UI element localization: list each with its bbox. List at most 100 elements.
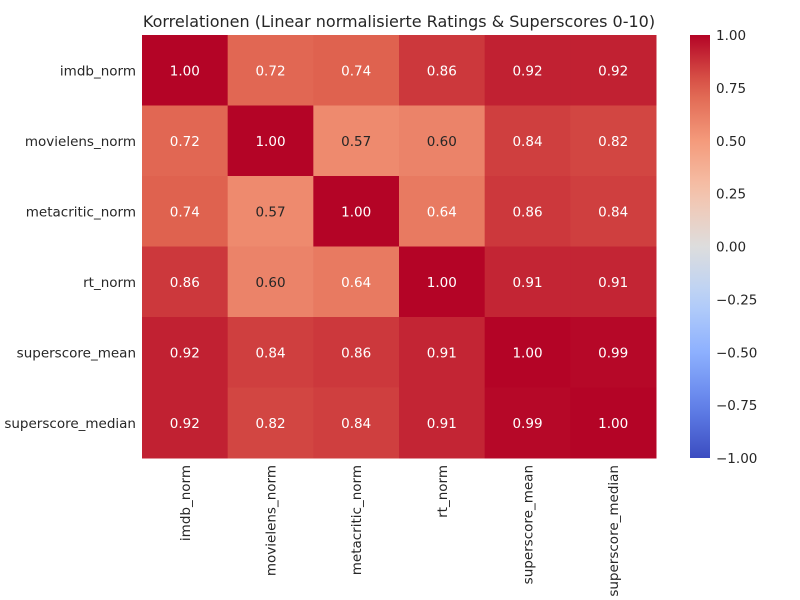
cell-value-label: 0.84 [341,416,371,432]
colorbar-tick-label: 0.50 [716,134,746,150]
chart-title: Korrelationen (Linear normalisierte Rati… [143,12,655,31]
cell-value-label: 0.74 [170,204,200,220]
cell-value-label: 0.91 [598,275,628,291]
heatmap-cell [313,176,400,247]
colorbar-tick-label: 0.00 [716,240,746,256]
cell-value-label: 0.72 [255,63,285,79]
heatmap-cell [399,35,486,106]
column-tick-label: superscore_mean [521,465,537,584]
cell-value-label: 0.92 [170,345,200,361]
heatmap-cell [484,35,571,106]
colorbar-tick-label: 0.75 [716,81,746,97]
heatmap-cell [399,317,486,388]
column-tick-labels: imdb_norm movielens_norm metacritic_norm rt… [178,465,622,597]
heatmap-cell [227,246,314,318]
column-tick-label: imdb_norm [178,465,194,541]
heatmap-cell [142,105,229,177]
cell-value-label: 0.86 [170,275,200,291]
column-tick-label: movielens_norm [264,465,280,576]
heatmap-cell [142,246,229,318]
row-tick-label: superscore_median [4,416,136,432]
heatmap-cell [227,176,314,247]
cell-value-label: 0.92 [512,63,542,79]
heatmap-cell [313,387,400,459]
row-tick-label: metacritic_norm [26,204,136,220]
colorbar-tick-label: 0.25 [716,187,746,203]
cell-value-label: 0.60 [255,275,285,291]
heatmap-cell [142,317,229,388]
cell-value-label: 0.84 [598,204,628,220]
cell-value-label: 1.00 [170,63,200,79]
heatmap-cell [570,176,657,247]
colorbar-tick-label: 1.00 [716,28,746,44]
colorbar-tick-label: −1.00 [716,451,757,467]
heatmap-cell [399,246,486,318]
heatmap-cell [313,317,400,388]
colorbar-tick-label: −0.75 [716,398,757,414]
heatmap-cell [484,317,571,388]
cell-value-label: 0.82 [598,134,628,150]
heatmap-cell [142,387,229,459]
cell-value-label: 0.74 [341,63,371,79]
cell-value-label: 0.84 [255,345,285,361]
heatmap-cell [313,246,400,318]
heatmap-value-labels: 1.00 0.72 0.74 0.86 0.92 0.92 0.72 1.00 0.57 0.60… [170,63,628,432]
cell-value-label: 0.86 [341,345,371,361]
heatmap-cell [399,105,486,177]
heatmap-cell [570,317,657,388]
heatmap-cell [313,35,400,106]
heatmap-cell [313,105,400,177]
colorbar-ticks: 1.00 0.75 0.50 0.25 0.00 −0.25 −0.50 −0.75 −1.00 [716,28,757,467]
column-tick-label: rt_norm [435,465,451,518]
colorbar-tick-label: −0.50 [716,345,757,361]
cell-value-label: 0.91 [427,345,457,361]
cell-value-label: 0.72 [170,134,200,150]
heatmap-cell [227,35,314,106]
cell-value-label: 1.00 [512,345,542,361]
heatmap-cell [142,176,229,247]
heatmap-cell [484,105,571,177]
column-tick-label: metacritic_norm [349,465,365,575]
cell-value-label: 0.92 [170,416,200,432]
heatmap-cell [227,387,314,459]
cell-value-label: 0.60 [427,134,457,150]
heatmap-cell [399,387,486,459]
heatmap-cell [227,105,314,177]
cell-value-label: 0.99 [598,345,628,361]
cell-value-label: 0.64 [341,275,371,291]
cell-value-label: 0.84 [512,134,542,150]
row-tick-label: rt_norm [83,275,136,291]
cell-value-label: 1.00 [341,204,371,220]
heatmap-cell [484,176,571,247]
colorbar-tick-label: −0.25 [716,292,757,308]
row-tick-label: superscore_mean [17,345,136,361]
row-tick-labels: imdb_norm movielens_norm metacritic_normrt… [4,63,136,432]
cell-value-label: 0.91 [512,275,542,291]
cell-value-label: 0.92 [598,63,628,79]
heatmap-cells [142,35,657,459]
cell-value-label: 0.57 [341,134,371,150]
heatmap-cell [570,35,657,106]
heatmap-cell [399,176,486,247]
colorbar [690,35,710,458]
row-tick-label: imdb_norm [60,63,136,79]
heatmap-cell [570,105,657,177]
cell-value-label: 0.57 [255,204,285,220]
heatmap-cell [484,387,571,459]
heatmap-cell [484,246,571,318]
cell-value-label: 0.86 [512,204,542,220]
cell-value-label: 1.00 [427,275,457,291]
row-tick-label: movielens_norm [25,134,136,150]
cell-value-label: 0.86 [427,63,457,79]
cell-value-label: 1.00 [255,134,285,150]
cell-value-label: 1.00 [598,416,628,432]
heatmap-cell [570,387,657,459]
cell-value-label: 0.91 [427,416,457,432]
cell-value-label: 0.82 [255,416,285,432]
heatmap-cell [227,317,314,388]
heatmap-cell [570,246,657,318]
heatmap-cell [142,35,229,106]
cell-value-label: 0.64 [427,204,457,220]
